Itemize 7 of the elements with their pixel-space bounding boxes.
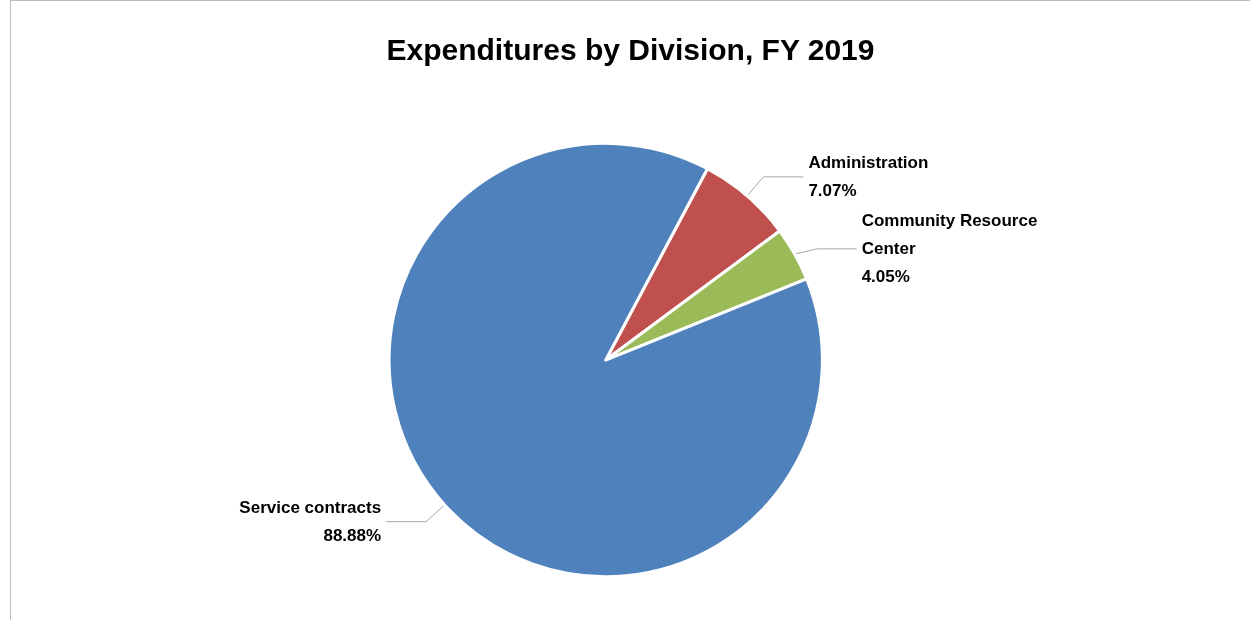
data-label: 7.07% <box>808 181 857 201</box>
slice-label: Administration <box>808 153 929 173</box>
data-label: 4.05% <box>861 267 910 287</box>
slice-label: Service contracts <box>239 498 382 518</box>
data-label: 88.88% <box>323 526 382 546</box>
slice-label: Community Resource Center <box>861 211 1043 259</box>
chart-title: Expenditures by Division, FY 2019 <box>386 32 875 66</box>
